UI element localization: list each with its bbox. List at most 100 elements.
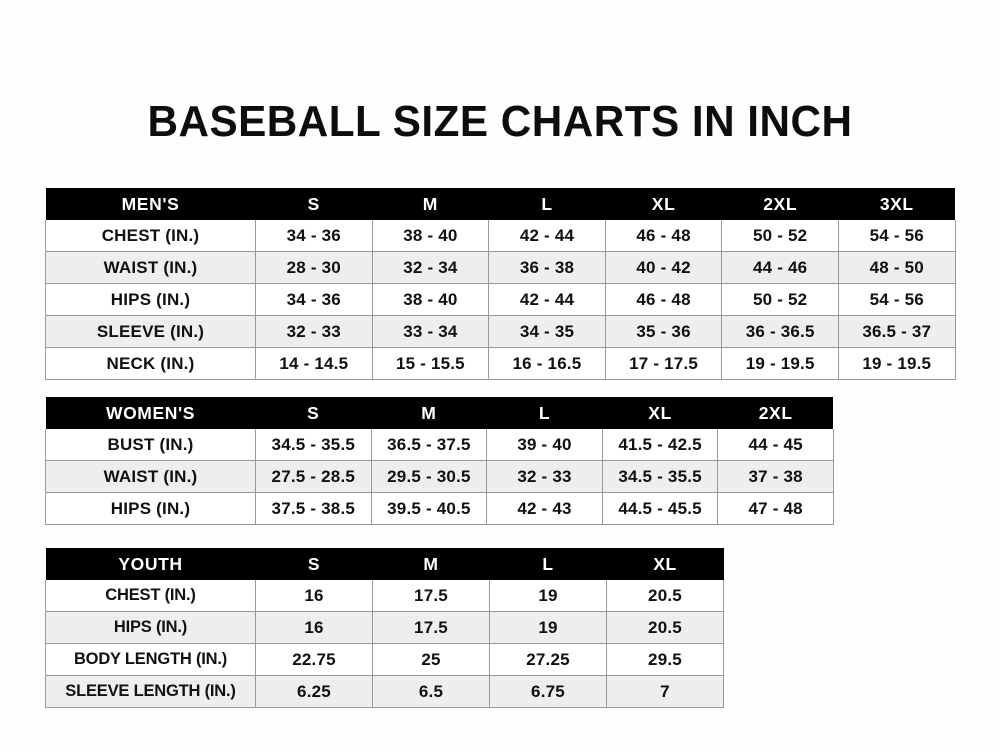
table-cell: 46 - 48	[605, 283, 723, 316]
table-cell: 42 - 44	[488, 220, 606, 252]
table-cell: 44.5 - 45.5	[602, 492, 719, 525]
table-row: SLEEVE LENGTH (IN.) 6.25 6.5 6.75 7	[45, 675, 724, 708]
womens-table-header: WOMEN'S S M L XL 2XL	[45, 397, 834, 429]
table-cell: 36 - 38	[488, 251, 606, 284]
mens-header-row: MEN'S S M L XL 2XL 3XL	[45, 188, 956, 220]
table-cell: 50 - 52	[721, 283, 839, 316]
table-cell: 17.5	[372, 611, 490, 644]
youth-header-size-m: M	[372, 548, 490, 580]
table-cell: 40 - 42	[605, 251, 723, 284]
table-cell: 28 - 30	[255, 251, 373, 284]
row-label: SLEEVE (IN.)	[45, 315, 256, 348]
table-cell: 34.5 - 35.5	[255, 429, 372, 461]
row-label: CHEST (IN.)	[45, 220, 256, 252]
womens-header-size-xl: XL	[602, 397, 718, 429]
table-cell: 39.5 - 40.5	[371, 492, 488, 525]
womens-header-row: WOMEN'S S M L XL 2XL	[45, 397, 834, 429]
table-cell: 15 - 15.5	[372, 347, 490, 380]
table-cell: 16 - 16.5	[488, 347, 606, 380]
table-cell: 32 - 33	[255, 315, 373, 348]
table-cell: 34 - 35	[488, 315, 606, 348]
table-row: WAIST (IN.) 28 - 30 32 - 34 36 - 38 40 -…	[45, 251, 956, 284]
table-cell: 54 - 56	[838, 220, 956, 252]
table-cell: 50 - 52	[721, 220, 839, 252]
row-label: WAIST (IN.)	[45, 251, 256, 284]
table-cell: 33 - 34	[372, 315, 490, 348]
youth-header-label: YOUTH	[45, 548, 256, 580]
table-cell: 38 - 40	[372, 283, 490, 316]
table-cell: 14 - 14.5	[255, 347, 373, 380]
table-cell: 38 - 40	[372, 220, 490, 252]
womens-header-size-2xl: 2XL	[717, 397, 834, 429]
youth-header-size-s: S	[255, 548, 373, 580]
womens-size-table: WOMEN'S S M L XL 2XL BUST (IN.) 34.5 - 3…	[45, 397, 834, 525]
row-label: NECK (IN.)	[45, 347, 256, 380]
table-cell: 36.5 - 37.5	[371, 429, 488, 461]
table-cell: 32 - 33	[486, 460, 603, 493]
table-cell: 48 - 50	[838, 251, 956, 284]
table-cell: 19	[489, 611, 607, 644]
mens-header-size-m: M	[372, 188, 489, 220]
table-row: HIPS (IN.) 37.5 - 38.5 39.5 - 40.5 42 - …	[45, 492, 834, 525]
row-label: BODY LENGTH (IN.)	[45, 643, 256, 676]
table-cell: 29.5	[606, 643, 724, 676]
table-row: HIPS (IN.) 34 - 36 38 - 40 42 - 44 46 - …	[45, 283, 956, 316]
table-cell: 19	[489, 580, 607, 612]
table-cell: 41.5 - 42.5	[602, 429, 719, 461]
table-cell: 54 - 56	[838, 283, 956, 316]
table-cell: 19 - 19.5	[838, 347, 956, 380]
youth-table-body: CHEST (IN.) 16 17.5 19 20.5 HIPS (IN.) 1…	[45, 580, 724, 708]
table-cell: 34.5 - 35.5	[602, 460, 719, 493]
row-label: WAIST (IN.)	[45, 460, 256, 493]
youth-header-size-l: L	[489, 548, 607, 580]
youth-table-header: YOUTH S M L XL	[45, 548, 724, 580]
table-row: HIPS (IN.) 16 17.5 19 20.5	[45, 611, 724, 644]
table-cell: 39 - 40	[486, 429, 603, 461]
table-row: SLEEVE (IN.) 32 - 33 33 - 34 34 - 35 35 …	[45, 315, 956, 348]
table-cell: 42 - 43	[486, 492, 603, 525]
table-cell: 6.75	[489, 675, 607, 708]
row-label: HIPS (IN.)	[45, 283, 256, 316]
row-label: SLEEVE LENGTH (IN.)	[45, 675, 256, 708]
mens-header-size-2xl: 2XL	[721, 188, 839, 220]
table-cell: 44 - 46	[721, 251, 839, 284]
table-cell: 36 - 36.5	[721, 315, 839, 348]
table-row: NECK (IN.) 14 - 14.5 15 - 15.5 16 - 16.5…	[45, 347, 956, 380]
table-cell: 17.5	[372, 580, 490, 612]
table-cell: 27.25	[489, 643, 607, 676]
table-cell: 36.5 - 37	[838, 315, 956, 348]
womens-header-label: WOMEN'S	[45, 397, 256, 429]
table-cell: 6.5	[372, 675, 490, 708]
table-cell: 34 - 36	[255, 220, 373, 252]
mens-size-table: MEN'S S M L XL 2XL 3XL CHEST (IN.) 34 - …	[45, 188, 956, 380]
table-cell: 44 - 45	[717, 429, 834, 461]
table-cell: 7	[606, 675, 724, 708]
page-title: BASEBALL SIZE CHARTS IN INCH	[147, 97, 853, 147]
table-cell: 42 - 44	[488, 283, 606, 316]
row-label: HIPS (IN.)	[45, 492, 256, 525]
table-row: WAIST (IN.) 27.5 - 28.5 29.5 - 30.5 32 -…	[45, 460, 834, 493]
table-cell: 22.75	[255, 643, 373, 676]
table-cell: 6.25	[255, 675, 373, 708]
mens-header-label: MEN'S	[45, 188, 256, 220]
table-row: CHEST (IN.) 16 17.5 19 20.5	[45, 580, 724, 612]
table-row: BUST (IN.) 34.5 - 35.5 36.5 - 37.5 39 - …	[45, 429, 834, 461]
table-cell: 29.5 - 30.5	[371, 460, 488, 493]
table-cell: 16	[255, 611, 373, 644]
youth-header-row: YOUTH S M L XL	[45, 548, 724, 580]
mens-header-size-l: L	[488, 188, 606, 220]
mens-table-body: CHEST (IN.) 34 - 36 38 - 40 42 - 44 46 -…	[45, 220, 956, 380]
table-cell: 20.5	[606, 580, 724, 612]
mens-table-header: MEN'S S M L XL 2XL 3XL	[45, 188, 956, 220]
womens-header-size-s: S	[255, 397, 372, 429]
table-cell: 35 - 36	[605, 315, 723, 348]
mens-header-size-3xl: 3XL	[838, 188, 956, 220]
table-cell: 47 - 48	[717, 492, 834, 525]
row-label: HIPS (IN.)	[45, 611, 256, 644]
table-cell: 19 - 19.5	[721, 347, 839, 380]
row-label: BUST (IN.)	[45, 429, 256, 461]
mens-header-size-s: S	[255, 188, 373, 220]
womens-table-body: BUST (IN.) 34.5 - 35.5 36.5 - 37.5 39 - …	[45, 429, 834, 525]
table-row: BODY LENGTH (IN.) 22.75 25 27.25 29.5	[45, 643, 724, 676]
